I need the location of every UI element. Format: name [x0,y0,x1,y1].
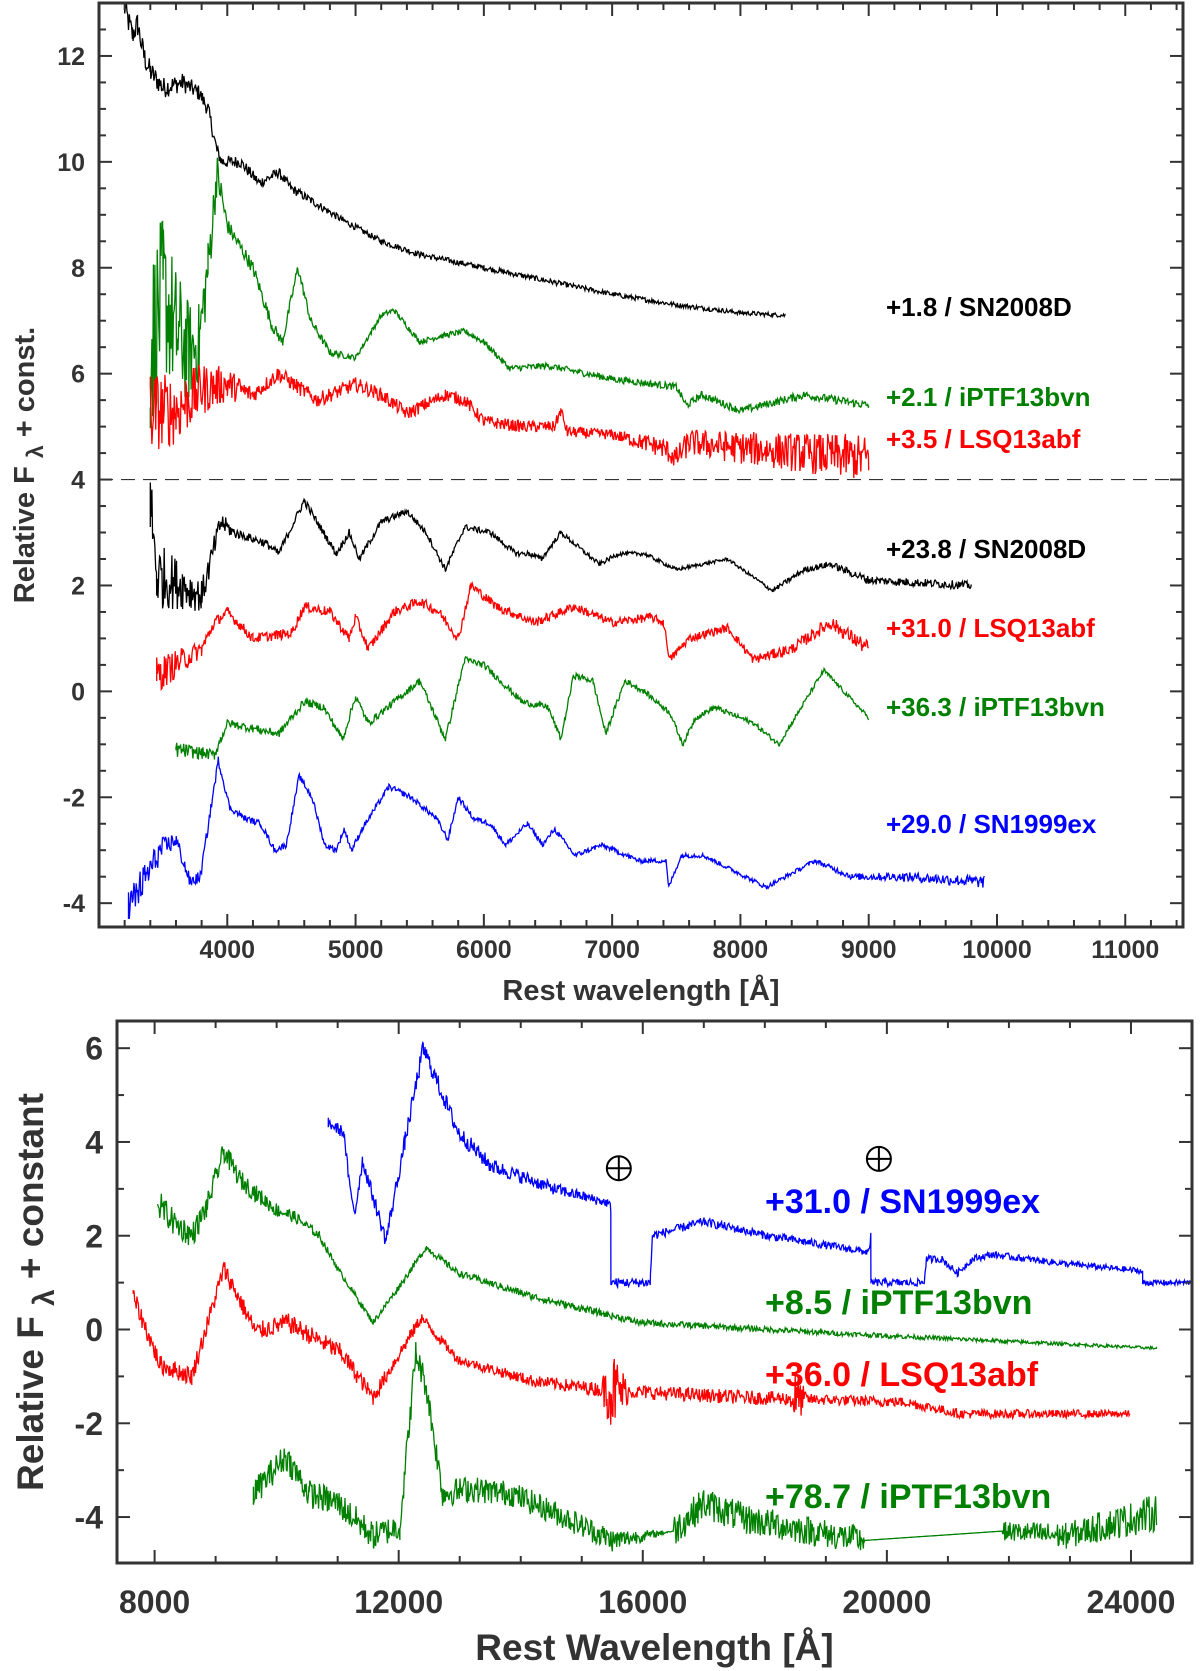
spectrum-line [149,364,870,479]
y-tick-label: -4 [75,1500,104,1536]
y-tick-label: 6 [85,1031,103,1067]
y-tick-label: 2 [85,1218,103,1254]
y-tick-label: 2 [71,572,85,600]
y-axis-title-subscript: λ [22,445,48,458]
y-axis-title-suffix: + const. [9,327,41,445]
nir-spectra-panel: +31.0 / SN1999ex +8.5 / iPTF13bvn +36.0 / … [10,1019,1194,1668]
series-label: +3.5 / LSQ13abf [886,424,1081,454]
series-label: +8.5 / iPTF13bvn [765,1284,1032,1322]
spectrum-line [132,1262,1131,1425]
x-tick-label: 11000 [1091,936,1159,964]
x-tick-label: 6000 [456,936,512,964]
y-axis-title: Relative F λ + constant [10,1093,61,1491]
x-axis-title: Rest Wavelength [Å] [475,1627,833,1668]
y-tick-label: -2 [75,1406,103,1442]
x-tick-label: 4000 [199,936,255,964]
y-tick-label: -2 [63,784,85,812]
series-label: +36.0 / LSQ13abf [765,1356,1039,1394]
y-tick-label: 12 [57,43,85,71]
x-tick-label: 16000 [598,1584,687,1620]
x-axis-title: Rest wavelength [Å] [502,974,779,1007]
spectrum-line [175,655,870,760]
optical-spectra-panel: +1.8 / SN2008D +2.1 / iPTF13bvn +3.5 / LSQ… [9,1,1185,1007]
y-tick-label: 0 [71,678,85,706]
y-tick-label: -4 [63,890,85,918]
y-tick-label: 8 [71,255,85,283]
series-label: +31.0 / SN1999ex [765,1183,1040,1221]
series-label: +1.8 / SN2008D [886,292,1072,322]
x-tick-label: 10000 [962,936,1032,964]
spectrum-line [156,580,870,692]
y-axis-title-main: Relative F [10,1306,51,1491]
series-label: +31.0 / LSQ13abf [886,613,1095,643]
x-tick-label: 5000 [328,936,384,964]
spectrum-line [327,1041,1192,1290]
series-label: +78.7 / iPTF13bvn [765,1478,1051,1516]
series-label: +36.3 / iPTF13bvn [886,692,1105,722]
y-axis-title-main: Relative F [9,458,41,603]
series-label: +2.1 / iPTF13bvn [886,382,1090,412]
y-tick-label: 0 [85,1312,103,1348]
series-label: +23.8 / SN2008D [886,534,1086,564]
spectrum-line [149,482,972,611]
y-tick-label: 6 [71,361,85,389]
y-axis-title-suffix: + constant [10,1093,51,1289]
spectrum-line [124,3,786,319]
y-tick-label: 4 [85,1124,103,1160]
series-label: +29.0 / SN1999ex [886,809,1097,839]
axes-frame [115,1019,1194,1565]
y-tick-label: 10 [57,149,85,177]
tick-marks [117,1021,1193,1563]
axes-frame [97,1,1185,929]
x-tick-label: 20000 [842,1584,931,1620]
spectrum-line [252,1341,1158,1552]
spectrum-line [127,756,985,919]
y-axis-title-subscript: λ [28,1289,61,1306]
telluric-earth-icon [865,1145,892,1172]
x-tick-label: 8000 [713,936,769,964]
x-tick-label: 12000 [354,1584,443,1620]
telluric-earth-icon [605,1155,632,1182]
x-tick-label: 8000 [119,1584,190,1620]
x-tick-label: 24000 [1086,1584,1175,1620]
y-tick-label: 4 [71,467,85,495]
x-tick-label: 9000 [841,936,897,964]
x-tick-label: 7000 [584,936,640,964]
y-axis-title: Relative F λ + const. [9,327,48,603]
spectrum-line [156,1146,1158,1351]
spectrum-line [149,157,870,429]
tick-marks [98,2,1183,927]
